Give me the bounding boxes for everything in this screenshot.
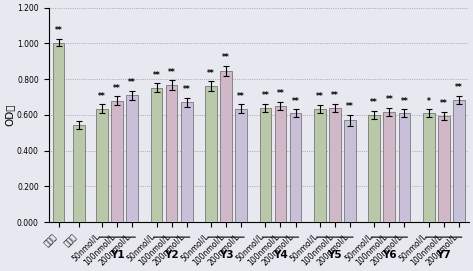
Text: **: ** bbox=[128, 78, 136, 87]
Text: Y7: Y7 bbox=[436, 250, 451, 260]
Bar bbox=[220, 71, 232, 222]
Bar bbox=[260, 108, 271, 222]
Bar bbox=[73, 125, 85, 222]
Text: **: ** bbox=[153, 71, 160, 80]
Bar bbox=[275, 106, 286, 222]
Text: **: ** bbox=[455, 83, 463, 92]
Text: **: ** bbox=[183, 85, 191, 94]
Y-axis label: OD值: OD值 bbox=[4, 104, 14, 126]
Text: **: ** bbox=[277, 89, 284, 98]
Text: **: ** bbox=[385, 95, 393, 104]
Bar bbox=[235, 109, 247, 222]
Bar bbox=[151, 88, 162, 222]
Text: Y5: Y5 bbox=[328, 250, 342, 260]
Text: Y6: Y6 bbox=[382, 250, 396, 260]
Bar bbox=[53, 43, 64, 222]
Text: **: ** bbox=[168, 68, 175, 77]
Bar bbox=[126, 95, 138, 222]
Bar bbox=[166, 85, 177, 222]
Text: **: ** bbox=[292, 96, 299, 106]
Bar bbox=[344, 120, 356, 222]
Text: **: ** bbox=[222, 53, 230, 62]
Text: **: ** bbox=[207, 69, 215, 78]
Text: **: ** bbox=[370, 98, 378, 107]
Text: **: ** bbox=[401, 96, 408, 106]
Text: **: ** bbox=[440, 99, 447, 108]
Text: Y2: Y2 bbox=[164, 250, 179, 260]
Bar bbox=[438, 116, 449, 222]
Bar bbox=[111, 101, 123, 222]
Text: **: ** bbox=[331, 91, 339, 100]
Text: **: ** bbox=[98, 92, 106, 101]
Text: Y4: Y4 bbox=[273, 250, 288, 260]
Text: **: ** bbox=[346, 102, 354, 111]
Bar bbox=[384, 112, 395, 222]
Bar bbox=[329, 108, 341, 222]
Text: **: ** bbox=[262, 91, 269, 100]
Bar bbox=[205, 86, 217, 222]
Bar bbox=[453, 100, 464, 222]
Bar bbox=[423, 113, 435, 222]
Text: **: ** bbox=[114, 84, 121, 93]
Bar bbox=[399, 113, 410, 222]
Text: **: ** bbox=[237, 92, 245, 101]
Text: Y1: Y1 bbox=[110, 250, 124, 260]
Text: *: * bbox=[427, 96, 430, 106]
Bar bbox=[289, 113, 301, 222]
Bar bbox=[368, 115, 380, 222]
Text: Y3: Y3 bbox=[219, 250, 233, 260]
Text: **: ** bbox=[55, 26, 62, 35]
Bar bbox=[96, 109, 108, 222]
Bar bbox=[314, 109, 326, 222]
Bar bbox=[181, 102, 193, 222]
Text: **: ** bbox=[316, 92, 324, 101]
